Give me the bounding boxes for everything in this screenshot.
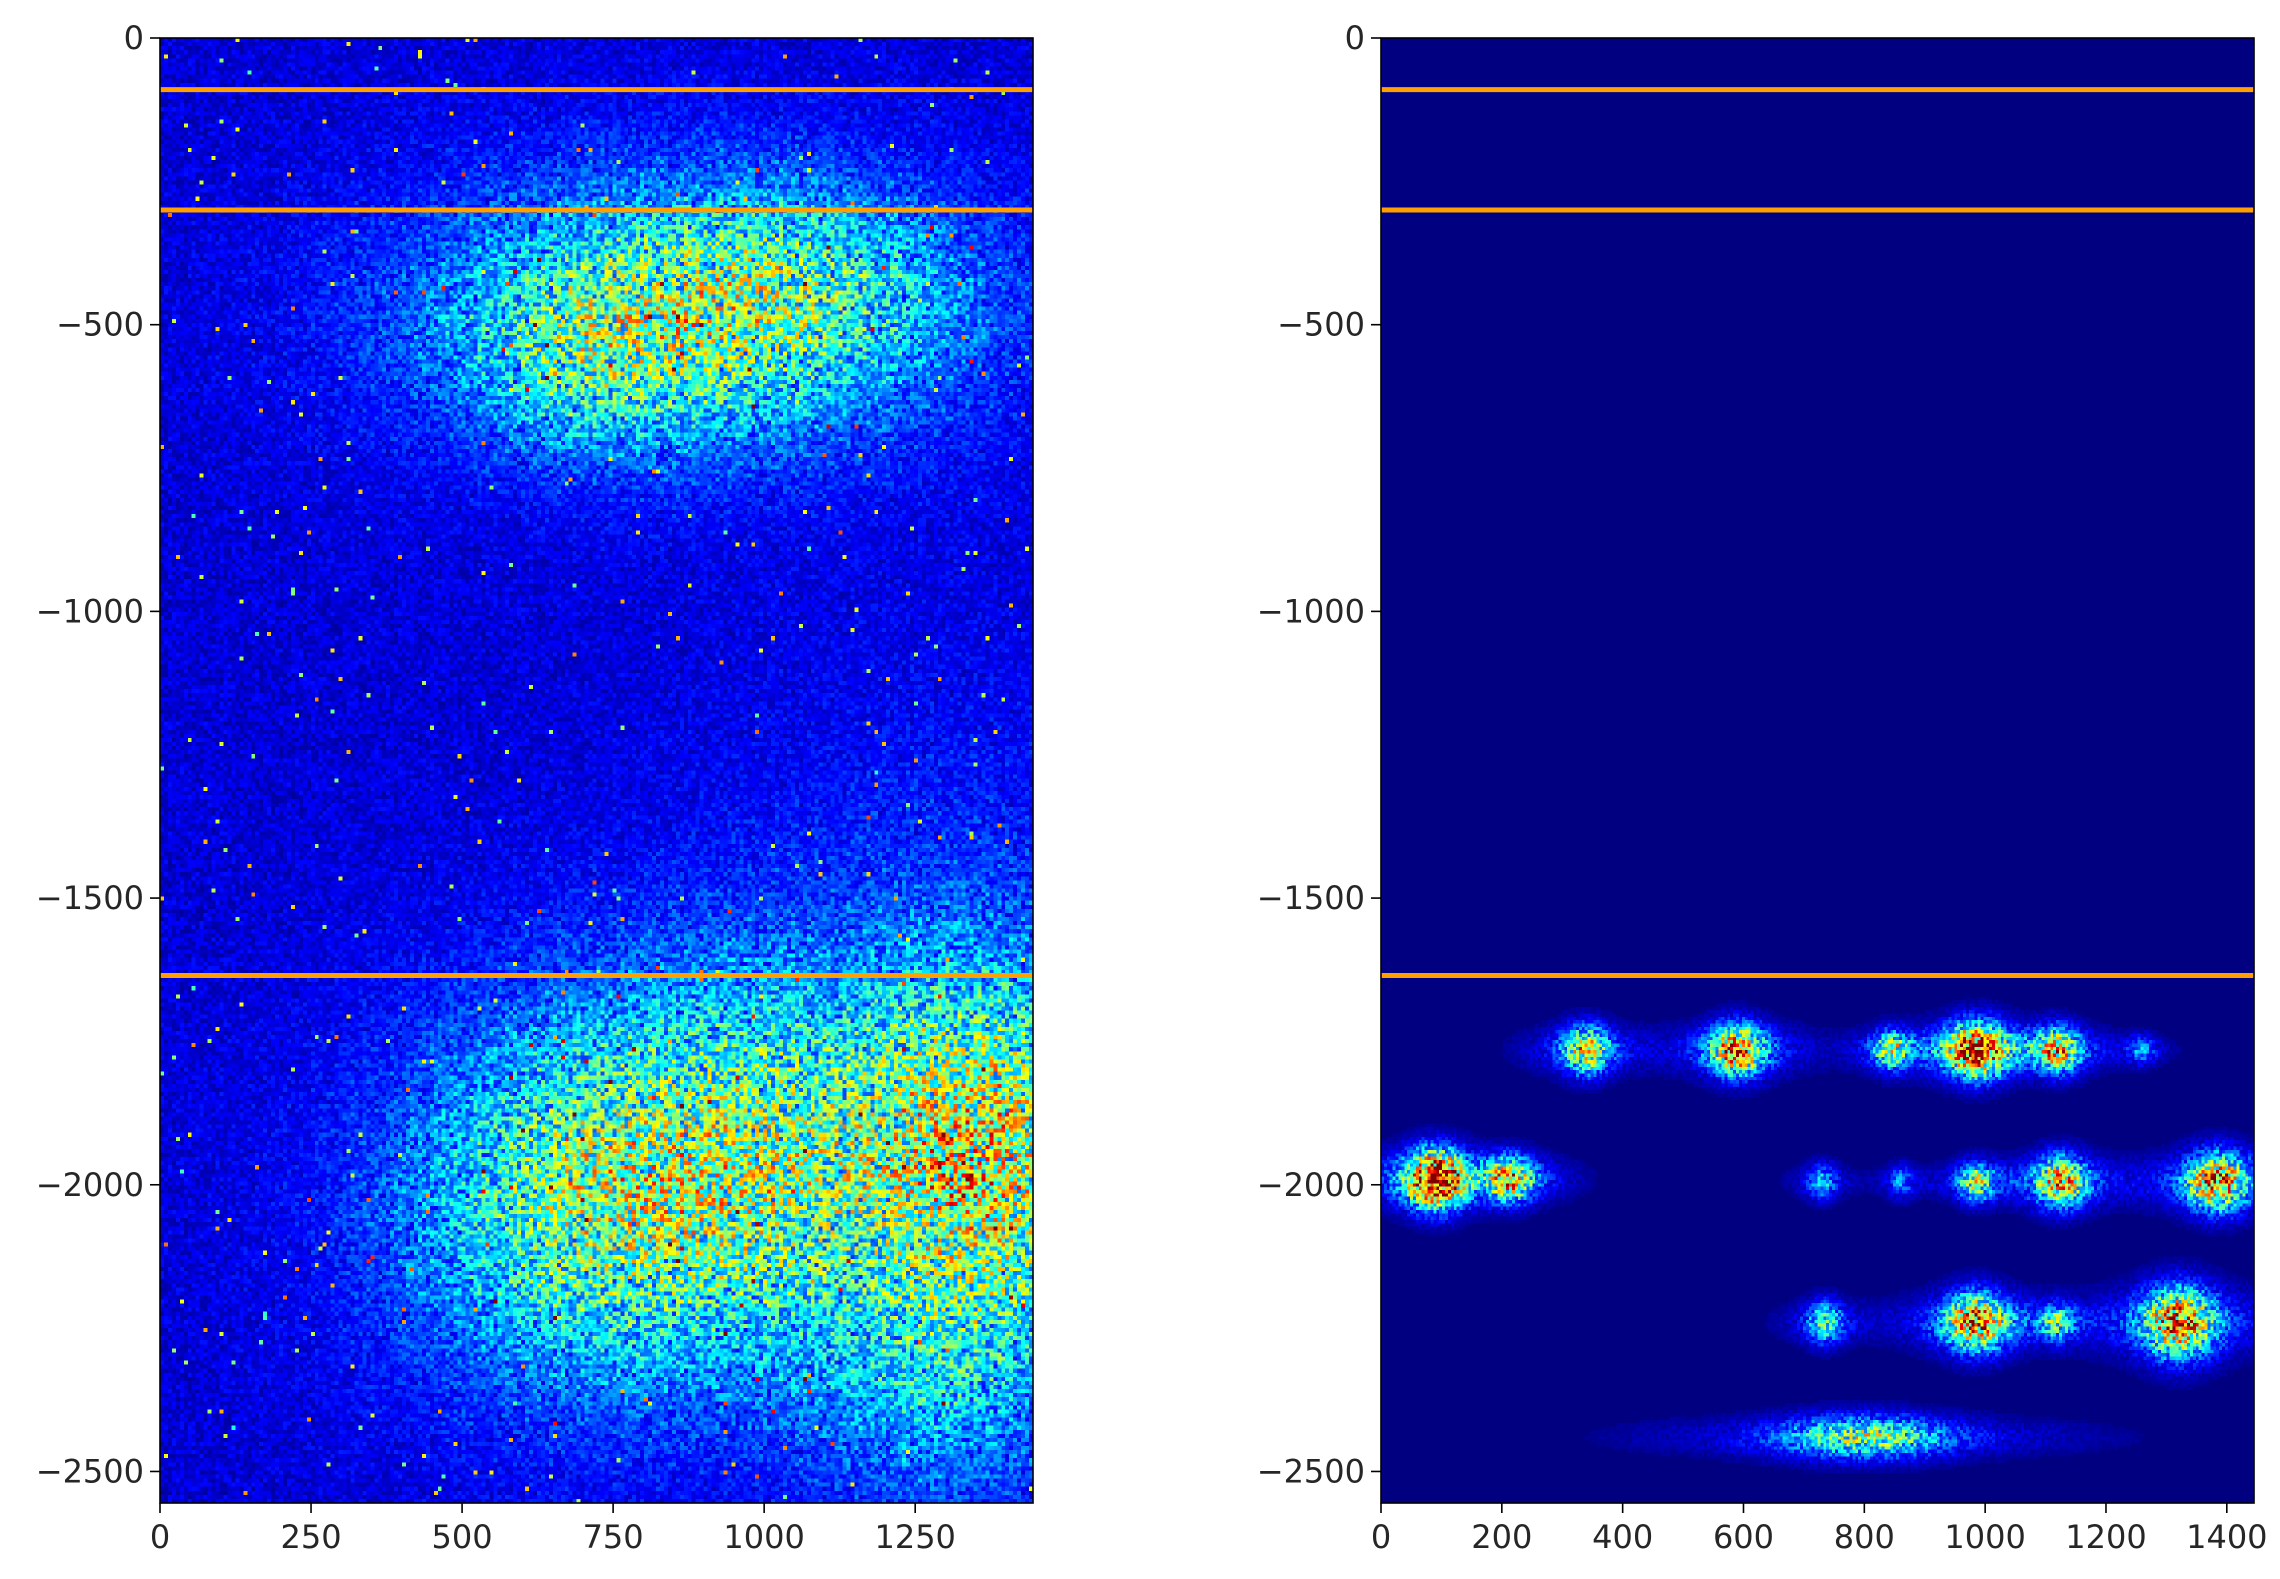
y-tick-label: −500	[56, 306, 144, 344]
x-tick-label: 1250	[874, 1518, 955, 1556]
x-tick-label: 1000	[1944, 1518, 2025, 1556]
y-tick-label: −1500	[36, 879, 144, 917]
y-tick-label: −1000	[1257, 592, 1365, 630]
x-tick-label: 600	[1713, 1518, 1774, 1556]
x-tick-label: 500	[432, 1518, 493, 1556]
x-tick-label: 750	[583, 1518, 644, 1556]
y-tick-label: −1000	[36, 592, 144, 630]
x-tick-label: 1000	[723, 1518, 804, 1556]
heatmap-image	[1381, 38, 2254, 1503]
x-tick-label: 1400	[2186, 1518, 2267, 1556]
y-tick-label: −2500	[1257, 1452, 1365, 1490]
left-heatmap-panel: 0 250 500 750 1000 1250 0 −500 −1000 −1500 −2000 −2…	[36, 19, 1034, 1556]
y-tick-label: −1500	[1257, 879, 1365, 917]
heatmap-image	[160, 38, 1033, 1503]
x-tick-label: 0	[150, 1518, 170, 1556]
y-tick-label: −2000	[1257, 1166, 1365, 1204]
axes-frame	[159, 37, 1034, 1504]
right-heatmap-panel: 0 200 400 600 800 1000 1200 1400 0 −500 −1000 −1500…	[1257, 19, 2268, 1556]
x-tick-label: 800	[1834, 1518, 1895, 1556]
x-tick-label: 200	[1471, 1518, 1532, 1556]
x-tick-label: 250	[280, 1518, 341, 1556]
y-tick-label: −2000	[36, 1166, 144, 1204]
y-tick-label: 0	[1345, 19, 1365, 57]
y-tick-label: −500	[1277, 306, 1365, 344]
y-tick-label: 0	[124, 19, 144, 57]
x-tick-label: 400	[1592, 1518, 1653, 1556]
axes-frame	[1380, 37, 2255, 1504]
y-tick-label: −2500	[36, 1452, 144, 1490]
x-tick-label: 1200	[2065, 1518, 2146, 1556]
x-tick-label: 0	[1371, 1518, 1391, 1556]
